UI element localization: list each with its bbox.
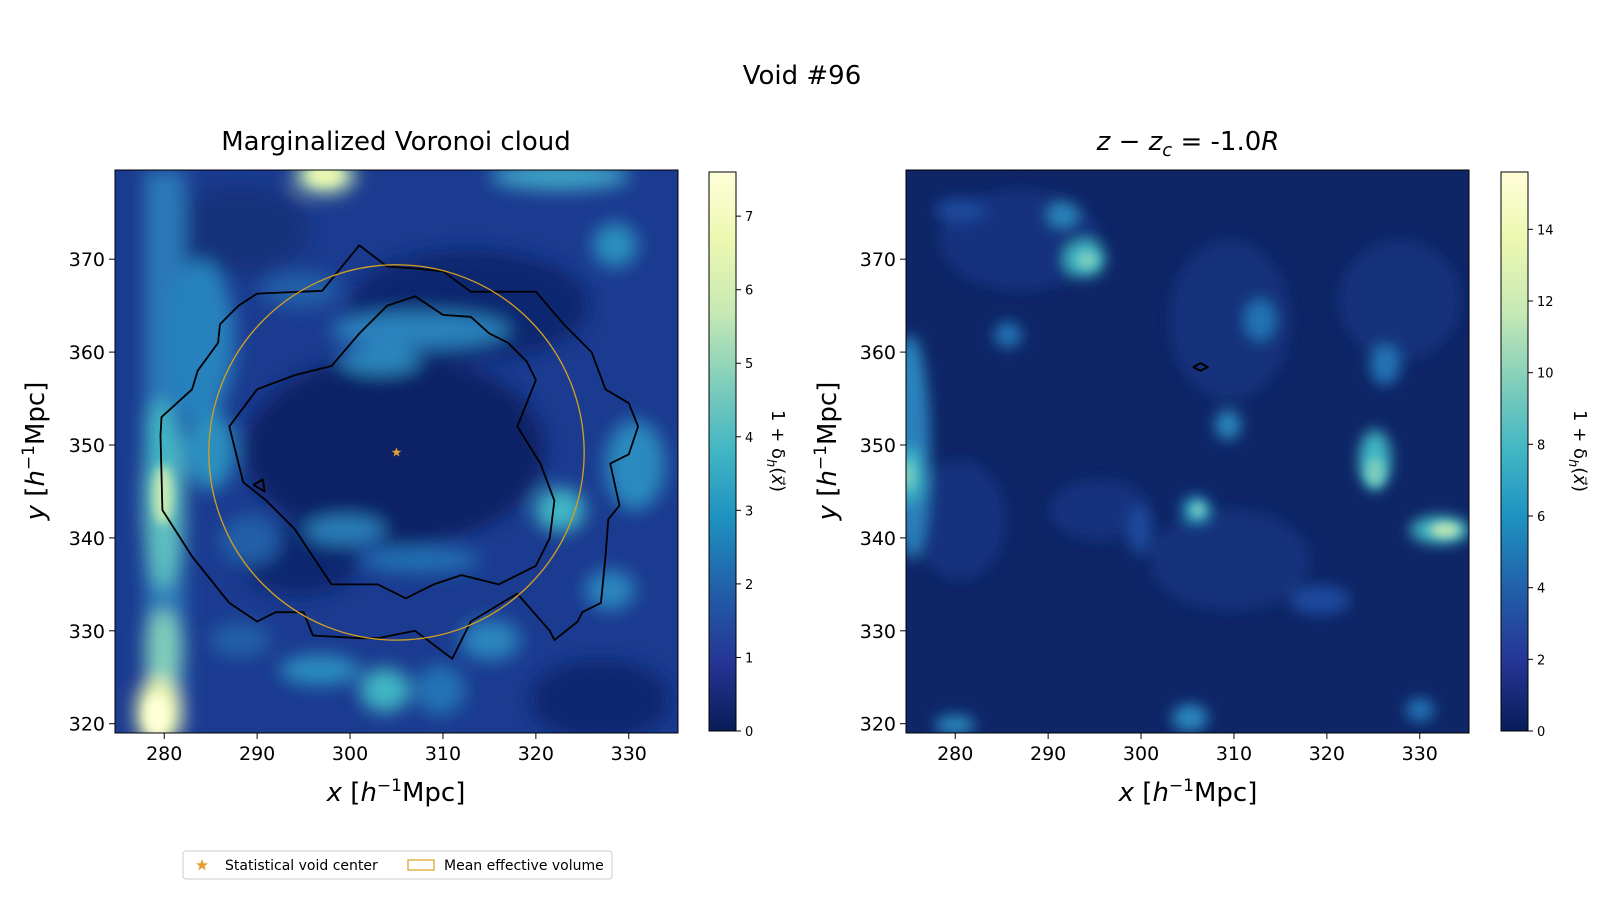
heatmap-left-peaks [145,170,341,733]
colorbar-tick-label: 8 [1537,438,1545,453]
panel-right-title: z − zc = -1.0R [1096,127,1280,161]
x-tick-label: 330 [611,743,647,765]
colorbar-right-label: 1 + δh(x⃗) [1565,410,1590,492]
x-tick-label: 300 [1123,743,1159,765]
colorbar-tick-label: 2 [1537,653,1545,668]
legend-label-void-center: Statistical void center [225,858,378,874]
y-axis-label-right: y [h−1Mpc] [811,382,843,522]
void-center-star [391,447,402,457]
y-tick-label: 320 [860,714,896,736]
legend: Statistical void center Mean effective v… [182,850,613,880]
y-tick-label: 340 [860,528,896,550]
legend-item-void-center: Statistical void center [196,858,378,874]
colorbar-tick-label: 2 [745,578,753,593]
colorbar-tick-label: 14 [1537,223,1554,238]
statistical-void-center-marker [391,447,402,457]
x-ticks-left: 280 290 300 310 320 330 [146,733,647,765]
contour-line-small [252,478,266,493]
x-tick-label: 310 [425,743,461,765]
y-tick-label: 320 [69,714,105,736]
star-icon [196,859,208,871]
colorbar-left-ticks: 0 1 2 3 4 5 6 7 [736,210,753,740]
y-tick-label: 360 [860,342,896,364]
mean-effective-volume-circle [208,264,585,641]
y-ticks-right: 320 330 340 350 360 370 [860,249,906,736]
heatmap-right [906,170,1469,733]
colorbar-tick-label: 10 [1537,367,1554,382]
colorbar-tick-label: 5 [745,357,753,372]
colorbar-tick-label: 4 [1537,582,1545,597]
x-tick-label: 310 [1216,743,1252,765]
colorbar-left-label: 1 + δh(x⃗) [763,410,788,492]
y-tick-label: 330 [860,621,896,643]
colorbar-tick-label: 3 [745,504,753,519]
plot-frame-right [905,169,1470,734]
y-tick-label: 340 [69,528,105,550]
x-tick-label: 290 [239,743,275,765]
x-tick-label: 330 [1402,743,1438,765]
plot-frame-left [114,169,679,734]
x-tick-label: 320 [1309,743,1345,765]
contour-line-inner [228,295,556,600]
x-tick-label: 300 [332,743,368,765]
heatmap-right-peaks [906,252,1460,537]
y-tick-label: 330 [69,621,105,643]
y-tick-label: 370 [860,249,896,271]
y-tick-label: 370 [69,249,105,271]
colorbar-tick-label: 0 [745,725,753,740]
contours-left [159,244,639,660]
colorbar-tick-label: 1 [745,651,753,666]
colorbar-tick-label: 0 [1537,725,1545,740]
rect-outline-icon [407,859,435,871]
x-tick-label: 290 [1030,743,1066,765]
colorbar-left [708,171,737,732]
colorbar-tick-label: 4 [745,431,753,446]
colorbar-tick-label: 7 [745,210,753,225]
contours-right [1192,362,1209,372]
x-axis-label-left: x [h−1Mpc] [326,776,466,808]
legend-label-effective-volume: Mean effective volume [444,858,604,874]
colorbar-tick-label: 6 [745,284,753,299]
y-tick-label: 360 [69,342,105,364]
colorbar-tick-label: 6 [1537,510,1545,525]
legend-frame [182,850,613,880]
heatmap-right-density [906,190,1469,733]
panel-right: z − zc = -1.0R [811,127,1590,808]
colorbar-tick-label: 12 [1537,295,1554,310]
x-axis-label-right: x [h−1Mpc] [1118,776,1258,808]
colorbar-right-ticks: 0 2 4 6 8 10 12 14 [1528,223,1554,740]
colorbar-right [1500,171,1529,732]
panel-left: Marginalized Voronoi cloud [19,127,788,808]
panel-left-title: Marginalized Voronoi cloud [221,127,571,157]
heatmap-left [115,170,678,733]
y-axis-label-left: y [h−1Mpc] [19,382,51,522]
x-ticks-right: 280 290 300 310 320 330 [937,733,1438,765]
y-tick-label: 350 [69,435,105,457]
y-tick-label: 350 [860,435,896,457]
heatmap-left-density [136,170,670,733]
contour-line-outer [159,244,639,660]
x-tick-label: 320 [518,743,554,765]
x-tick-label: 280 [937,743,973,765]
legend-item-effective-volume: Mean effective volume [407,858,604,874]
figure-suptitle: Void #96 [743,61,862,91]
contour-line-small [1192,362,1209,372]
x-tick-label: 280 [146,743,182,765]
y-ticks-left: 320 330 340 350 360 370 [69,249,115,736]
